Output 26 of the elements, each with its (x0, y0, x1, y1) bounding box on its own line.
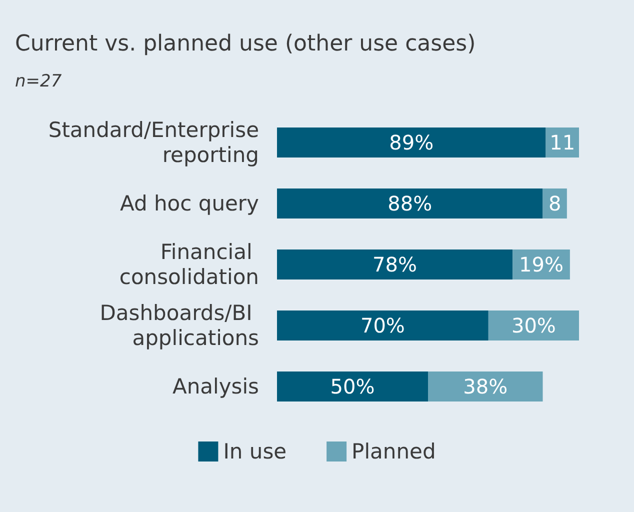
bar (277, 372, 428, 402)
data-label: 8 (548, 192, 562, 216)
bar (277, 310, 488, 340)
data-label: 50% (330, 374, 375, 398)
text: n=27 (15, 72, 62, 92)
y-tick-label: Standard/Enterprise reporting (48, 118, 259, 167)
bar (277, 128, 546, 158)
data-label: 11 (550, 130, 576, 154)
data-label: 70% (360, 314, 405, 338)
legend-label: In use (223, 440, 287, 464)
data-label: 78% (372, 252, 418, 276)
y-tick-label: Ad hoc query (120, 192, 259, 216)
y-tick-label: Dashboards/BI applications (100, 301, 259, 350)
data-label: 88% (388, 192, 432, 216)
chart-title: Current vs. planned use (other use cases) (15, 32, 476, 56)
bar (277, 188, 543, 218)
data-label: 30% (511, 314, 556, 338)
y-tick-label: Financial consolidation (119, 240, 259, 289)
data-label: 89% (389, 130, 434, 154)
data-label: 19% (519, 252, 564, 276)
bar (488, 310, 579, 340)
legend-label: Planned (352, 440, 436, 464)
bar (277, 250, 513, 280)
bar (428, 372, 543, 402)
y-tick-label: Analysis (172, 374, 259, 398)
data-label: 38% (463, 374, 508, 398)
